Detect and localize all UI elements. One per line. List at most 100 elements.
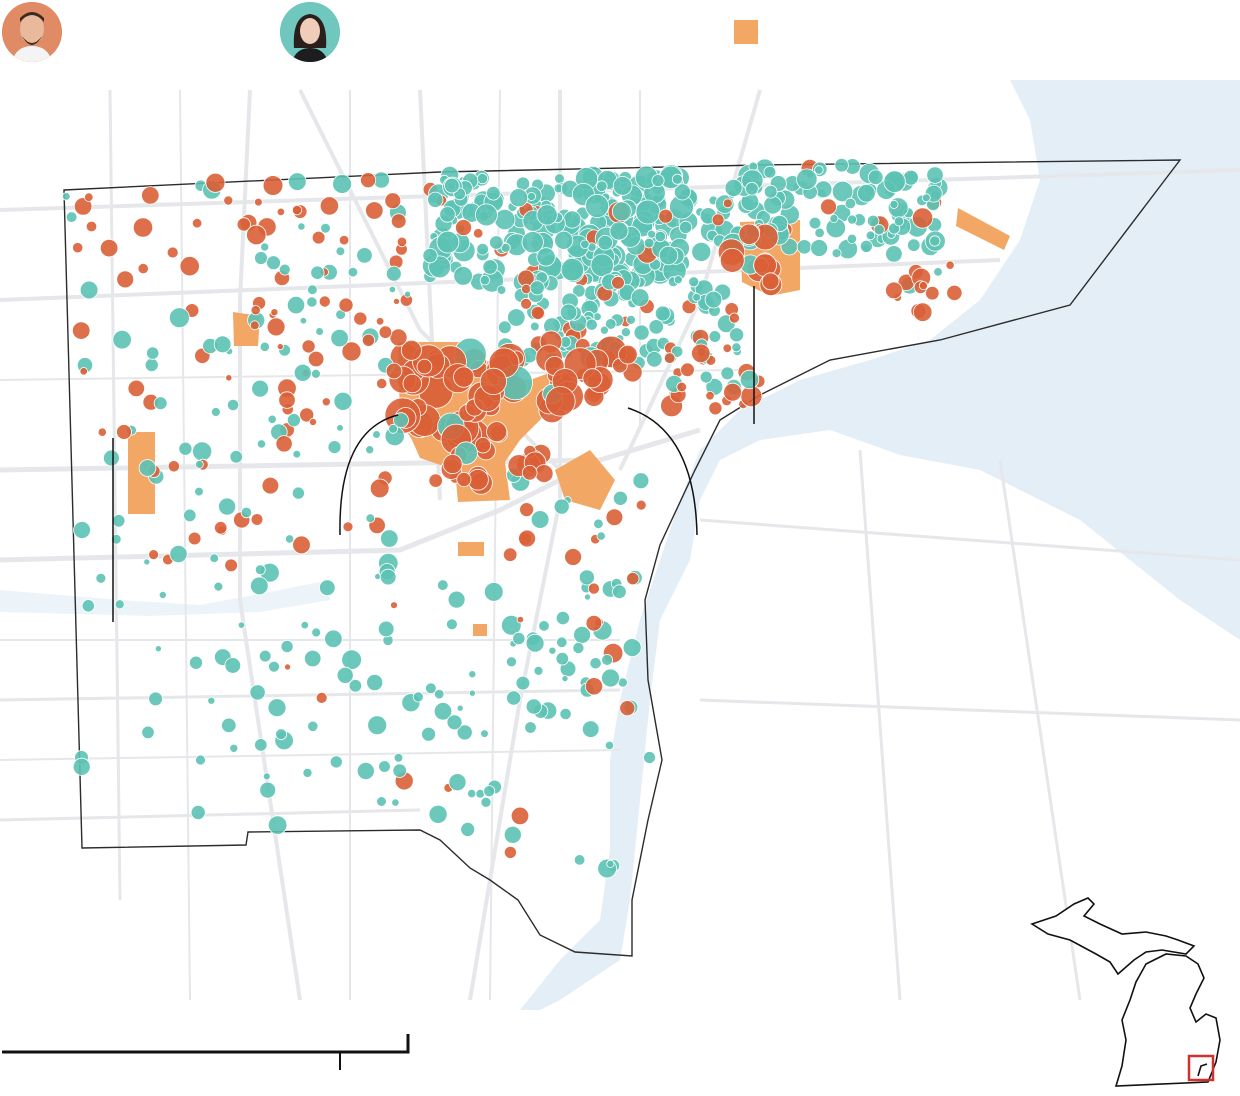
precinct-bubble bbox=[116, 270, 135, 289]
precinct-bubble bbox=[384, 192, 402, 210]
precinct-bubble bbox=[227, 398, 240, 412]
precinct-bubble bbox=[658, 208, 674, 224]
precinct-bubble bbox=[192, 441, 213, 462]
precinct-bubble bbox=[246, 224, 267, 246]
precinct-bubble bbox=[213, 335, 232, 354]
precinct-bubble bbox=[446, 714, 463, 731]
precinct-bubble bbox=[719, 247, 745, 273]
precinct-bubble bbox=[521, 231, 544, 254]
precinct-bubble bbox=[286, 413, 301, 428]
woman-portrait-icon bbox=[280, 2, 340, 62]
precinct-bubble bbox=[820, 198, 837, 216]
precinct-bubble bbox=[276, 343, 284, 351]
precinct-bubble bbox=[525, 698, 542, 715]
precinct-bubble bbox=[307, 720, 319, 732]
precinct-bubble bbox=[267, 815, 288, 835]
precinct-bubble bbox=[447, 590, 466, 609]
precinct-bubble bbox=[612, 176, 633, 196]
precinct-bubble bbox=[342, 521, 354, 533]
precinct-bubble bbox=[595, 180, 608, 193]
precinct-bubble bbox=[73, 521, 91, 539]
precinct-bubble bbox=[691, 343, 711, 364]
precinct-bubble bbox=[249, 576, 269, 596]
precinct-bubble bbox=[330, 328, 349, 348]
precinct-bubble bbox=[310, 368, 321, 379]
precinct-bubble bbox=[299, 407, 315, 423]
precinct-bubble bbox=[763, 195, 783, 215]
precinct-bubble bbox=[516, 615, 525, 624]
precinct-bubble bbox=[275, 435, 293, 453]
precinct-bubble bbox=[436, 579, 449, 591]
wayne-county-mini bbox=[1197, 1063, 1208, 1077]
precinct-bubble bbox=[166, 246, 179, 259]
precinct-bubble bbox=[377, 620, 395, 638]
precinct-bubble bbox=[676, 381, 687, 393]
precinct-bubble bbox=[729, 327, 745, 343]
precinct-bubble bbox=[365, 445, 375, 455]
precinct-bubble bbox=[392, 763, 407, 778]
precinct-bubble bbox=[635, 499, 647, 511]
precinct-bubble bbox=[829, 213, 839, 223]
precinct-bubble bbox=[439, 206, 456, 223]
precinct-bubble bbox=[529, 280, 545, 296]
precinct-bubble bbox=[428, 804, 448, 824]
precinct-bubble bbox=[556, 636, 568, 649]
county-border bbox=[63, 159, 1182, 957]
precinct-bubble bbox=[260, 242, 270, 252]
precinct-bubble bbox=[609, 221, 629, 241]
precinct-bubble bbox=[865, 230, 876, 241]
precinct-bubble bbox=[590, 253, 614, 277]
precinct-bubble bbox=[559, 707, 572, 721]
precinct-bubble bbox=[95, 572, 107, 584]
precinct-bubble bbox=[240, 506, 253, 519]
precinct-bubble bbox=[291, 205, 303, 216]
precinct-bubble bbox=[249, 684, 266, 701]
precinct-bubble bbox=[483, 582, 504, 602]
precinct-bubble bbox=[761, 272, 780, 291]
precinct-bubble bbox=[796, 168, 818, 190]
precinct-bubble bbox=[476, 173, 489, 185]
precinct-bubble bbox=[866, 214, 880, 228]
precinct-bubble bbox=[213, 581, 224, 592]
precinct-bubble bbox=[444, 177, 460, 194]
precinct-bubble bbox=[81, 599, 95, 613]
precinct-bubble bbox=[619, 700, 636, 717]
precinct-bubble bbox=[643, 751, 656, 764]
precinct-bubble bbox=[391, 798, 400, 807]
precinct-bubble bbox=[635, 199, 661, 225]
michigan-locator-inset bbox=[1030, 897, 1221, 1087]
precinct-bubble bbox=[601, 654, 613, 666]
precinct-bubble bbox=[597, 234, 613, 251]
precinct-bubble bbox=[178, 441, 193, 456]
precinct-bubble bbox=[482, 259, 498, 275]
precinct-bubble bbox=[678, 220, 693, 234]
precinct-bubble bbox=[338, 297, 354, 313]
precinct-bubble bbox=[893, 216, 905, 227]
precinct-bubble bbox=[589, 657, 602, 670]
precinct-bubble bbox=[275, 728, 288, 741]
precinct-bubble bbox=[506, 690, 522, 706]
precinct-bubble bbox=[402, 373, 423, 394]
precinct-bubble bbox=[814, 180, 833, 199]
precinct-bubble bbox=[315, 327, 324, 336]
precinct-bubble bbox=[626, 571, 640, 586]
precinct-bubble bbox=[388, 285, 397, 294]
precinct-bubble bbox=[393, 412, 409, 429]
precinct-bubble bbox=[218, 497, 237, 516]
precinct-bubble bbox=[190, 805, 206, 821]
precinct-bubble bbox=[620, 327, 631, 338]
precinct-bubble bbox=[724, 178, 743, 197]
detroit-location-box bbox=[1187, 1054, 1215, 1082]
precinct-bubble bbox=[525, 633, 545, 653]
precinct-bubble bbox=[654, 230, 667, 243]
precinct-bubble bbox=[300, 620, 309, 630]
precinct-bubble bbox=[584, 593, 592, 601]
precinct-bubble bbox=[456, 704, 464, 712]
precinct-bubble bbox=[739, 369, 760, 390]
precinct-bubble bbox=[137, 262, 149, 275]
precinct-bubble bbox=[527, 191, 537, 201]
precinct-bubble bbox=[341, 649, 362, 670]
precinct-bubble bbox=[169, 544, 188, 564]
precinct-bubble bbox=[626, 314, 636, 325]
precinct-bubble bbox=[341, 341, 362, 362]
